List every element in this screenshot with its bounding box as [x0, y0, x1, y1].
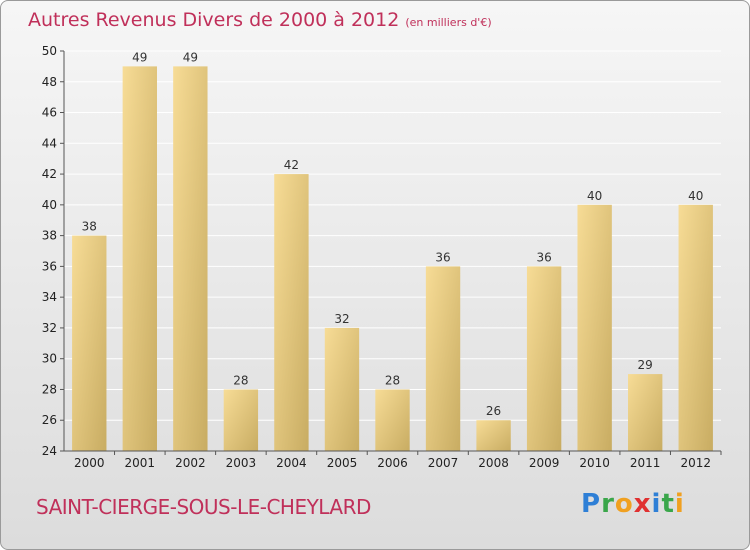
x-tick-label: 2009 [529, 456, 560, 470]
commune-name: SAINT-CIERGE-SOUS-LE-CHEYLARD [36, 495, 371, 519]
x-tick-label: 2010 [579, 456, 610, 470]
y-tick-label: 32 [42, 321, 57, 335]
bar[interactable] [173, 66, 208, 451]
logo-letter: r [601, 489, 615, 519]
y-tick-label: 50 [42, 44, 57, 58]
chart-title-text: Autres Revenus Divers de 2000 à 2012 [28, 9, 400, 31]
bar[interactable] [577, 204, 612, 451]
x-tick-label: 2011 [630, 456, 661, 470]
bars: 38 49 49 28 42 32 28 36 26 36 40 29 40 [72, 50, 713, 452]
chart-subtitle: (en milliers d'€) [405, 16, 492, 29]
y-tick-label: 44 [42, 136, 57, 150]
bar-value-label: 49 [183, 50, 198, 64]
bar-value-label: 28 [233, 373, 248, 387]
logo-letter: i [674, 489, 685, 519]
bar-value-label: 36 [435, 250, 450, 264]
logo-letter: x [633, 489, 652, 519]
bar[interactable] [324, 327, 360, 451]
x-tick-label: 2000 [74, 456, 105, 470]
bar-value-label: 38 [82, 220, 97, 234]
y-tick-label: 42 [42, 167, 57, 181]
bar[interactable] [122, 66, 157, 451]
grid-lines [64, 50, 721, 421]
x-tick-label: 2004 [276, 456, 307, 470]
x-tick-label: 2005 [327, 456, 358, 470]
x-tick-label: 2012 [680, 456, 711, 470]
logo-letter: P [581, 489, 602, 519]
y-tick-label: 40 [42, 198, 57, 212]
logo-letter: o [614, 489, 634, 519]
bar[interactable] [72, 235, 107, 451]
bar[interactable] [223, 389, 259, 451]
bar-value-label: 42 [284, 158, 299, 172]
y-tick-label: 34 [42, 290, 57, 304]
bar[interactable] [375, 389, 410, 451]
y-tick-label: 28 [42, 382, 57, 396]
bar[interactable] [678, 204, 713, 451]
bar[interactable] [425, 266, 461, 451]
x-tick-label: 2001 [125, 456, 156, 470]
y-tick-label: 38 [42, 229, 57, 243]
y-tick-label: 36 [42, 259, 57, 273]
bar[interactable] [274, 174, 309, 452]
bar-value-label: 26 [486, 404, 501, 418]
y-tick-label: 46 [42, 106, 57, 120]
x-tick-label: 2003 [226, 456, 257, 470]
y-tick-label: 48 [42, 75, 57, 89]
bar-value-label: 28 [385, 373, 400, 387]
logo-letter: t [661, 489, 675, 519]
bar-value-label: 40 [688, 189, 703, 203]
bar-value-label: 40 [587, 189, 602, 203]
logo-letter: i [651, 489, 662, 519]
x-tick-label: 2006 [377, 456, 408, 470]
y-tick-label: 26 [42, 413, 57, 427]
bar[interactable] [476, 420, 511, 451]
x-tick-label: 2002 [175, 456, 206, 470]
y-tick-label: 30 [42, 352, 57, 366]
axes: 24 26 28 30 32 34 36 38 40 42 44 46 48 50 2000 2001 2002… [42, 44, 722, 470]
bar-value-label: 29 [638, 358, 653, 372]
bar-value-label: 49 [132, 50, 147, 64]
bar-value-label: 36 [536, 250, 551, 264]
proxiti-logo[interactable]: Proxiti [581, 489, 685, 519]
bar[interactable] [526, 266, 562, 451]
chart-title: Autres Revenus Divers de 2000 à 2012 (en … [28, 9, 492, 31]
x-tick-label: 2007 [428, 456, 459, 470]
y-tick-label: 24 [42, 444, 57, 458]
bar-value-label: 32 [334, 312, 349, 326]
bar[interactable] [628, 374, 663, 451]
x-tick-label: 2008 [478, 456, 509, 470]
